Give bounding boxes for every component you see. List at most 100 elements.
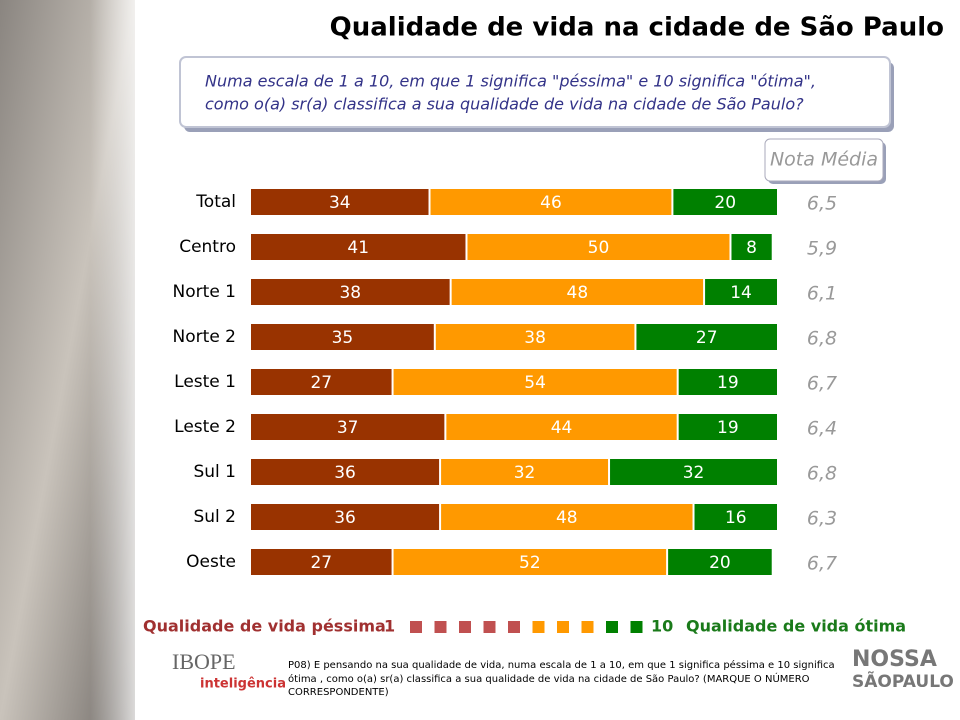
- legend-high-label: Qualidade de vida ótima: [686, 617, 906, 636]
- bar-segment: [441, 504, 693, 530]
- title: Qualidade de vida na cidade de São Paulo: [330, 13, 944, 43]
- value-label: 37: [337, 418, 359, 438]
- bar-segment: [441, 459, 609, 485]
- question-line: Numa escala de 1 a 10, em que 1 signific…: [205, 72, 816, 91]
- value-label: 19: [717, 418, 739, 438]
- bar-segment: [731, 234, 772, 260]
- legend-square: [581, 621, 594, 633]
- legend-high-value: 10: [651, 617, 673, 636]
- category-label: Total: [195, 192, 236, 212]
- bar-segment: [668, 549, 772, 575]
- legend-square: [434, 621, 447, 633]
- legend-square: [557, 621, 569, 633]
- question-box: [179, 56, 891, 128]
- value-label: 52: [519, 553, 541, 573]
- nota-value: 6,3: [807, 508, 837, 530]
- value-label: 32: [514, 463, 536, 483]
- nota-value: 6,7: [807, 553, 837, 575]
- nota-title: Nota Média: [770, 149, 878, 171]
- bar-segment: [251, 549, 392, 575]
- value-label: 35: [332, 328, 354, 348]
- question-line: como o(a) sr(a) classifica a sua qualida…: [205, 95, 804, 114]
- bar-segment: [451, 279, 704, 305]
- bar-segment: [251, 279, 450, 305]
- bar-segment: [636, 324, 777, 350]
- value-label: 54: [524, 373, 546, 393]
- category-label: Oeste: [186, 552, 236, 572]
- legend-low-value: 1: [384, 617, 395, 636]
- bar-segment: [705, 279, 777, 305]
- bar-segment: [251, 459, 440, 485]
- bar-segment: [251, 189, 429, 215]
- legend-square: [483, 621, 496, 633]
- value-label: 36: [334, 508, 356, 528]
- value-label: 48: [556, 508, 578, 528]
- nota-value: 6,1: [807, 283, 837, 305]
- value-label: 46: [540, 193, 562, 213]
- nota-value: 5,9: [807, 238, 837, 260]
- legend-square: [508, 621, 520, 633]
- legend-square: [410, 621, 422, 633]
- nota-value: 6,7: [807, 373, 837, 395]
- bar-segment: [673, 189, 777, 215]
- footnote: CORRESPONDENTE): [288, 687, 389, 698]
- value-label: 14: [730, 283, 752, 303]
- value-label: 41: [347, 238, 369, 258]
- legend-square: [606, 621, 618, 633]
- bar-segment: [251, 324, 434, 350]
- category-label: Leste 2: [174, 417, 236, 437]
- legend-square: [532, 621, 545, 633]
- nota-value: 6,8: [807, 328, 837, 350]
- bar-segment: [446, 414, 677, 440]
- legend-square: [459, 621, 471, 633]
- category-label: Norte 1: [173, 282, 236, 302]
- value-label: 38: [524, 328, 546, 348]
- value-label: 20: [709, 553, 731, 573]
- value-label: 27: [696, 328, 718, 348]
- logo-ibope: IBOPE: [172, 649, 236, 674]
- value-label: 44: [551, 418, 573, 438]
- category-label: Norte 2: [173, 327, 236, 347]
- bar-segment: [251, 369, 392, 395]
- value-label: 16: [725, 508, 747, 528]
- footnote: P08) E pensando na sua qualidade de vida…: [288, 659, 835, 671]
- value-label: 50: [588, 238, 610, 258]
- value-label: 19: [717, 373, 739, 393]
- value-label: 36: [334, 463, 356, 483]
- legend-low-label: Qualidade de vida péssima: [143, 617, 386, 636]
- nota-value: 6,5: [807, 193, 837, 215]
- chart: Nota Média Total 34 46 20 6,5 Centro 41 50 8 5,9 No…: [173, 149, 878, 575]
- bar-segment: [430, 189, 672, 215]
- category-label: Leste 1: [174, 372, 236, 392]
- nota-value: 6,4: [807, 418, 837, 440]
- bar-segment: [251, 504, 440, 530]
- bar-segment: [678, 369, 777, 395]
- bar-segment: [393, 369, 677, 395]
- logo-nossa: NOSSA: [852, 647, 937, 672]
- value-label: 20: [714, 193, 736, 213]
- legend-square: [630, 621, 643, 633]
- logo-ibope-sub: inteligência: [200, 677, 286, 692]
- photo-fade: [90, 0, 150, 720]
- nota-box: [764, 138, 884, 182]
- logo-saopaulo: SÃOPAULO: [852, 669, 954, 692]
- nota-value: 6,8: [807, 463, 837, 485]
- value-label: 27: [310, 373, 332, 393]
- value-label: 8: [746, 238, 757, 258]
- bar-segment: [694, 504, 777, 530]
- category-label: Centro: [179, 237, 236, 257]
- bar-segment: [435, 324, 635, 350]
- bar-segment: [467, 234, 730, 260]
- value-label: 32: [683, 463, 705, 483]
- category-label: Sul 2: [193, 507, 236, 527]
- value-label: 38: [339, 283, 361, 303]
- value-label: 48: [567, 283, 589, 303]
- value-label: 34: [329, 193, 351, 213]
- footnote: ótima , como o(a) sr(a) classifica a sua…: [288, 672, 810, 685]
- bar-segment: [251, 234, 466, 260]
- bar-segment: [393, 549, 667, 575]
- bar-segment: [678, 414, 777, 440]
- bar-segment: [251, 414, 445, 440]
